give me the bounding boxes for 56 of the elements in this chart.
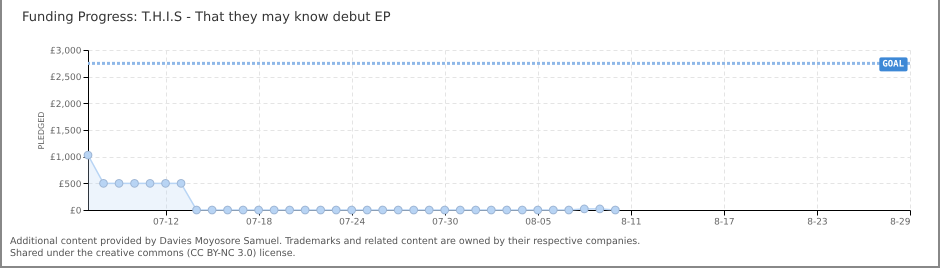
y-tick-label: £2,500 xyxy=(50,73,82,84)
point xyxy=(518,206,527,214)
x-tick-label: 07-12 xyxy=(152,218,180,228)
x-tick-label: 8-11 xyxy=(621,218,642,228)
y-tick-label: £2,000 xyxy=(50,100,82,110)
point xyxy=(208,206,216,214)
x-tick-label: 07-18 xyxy=(246,218,272,228)
x-tick-label: 8-23 xyxy=(807,218,828,228)
point xyxy=(394,206,403,214)
text: Additional content provided by Davies Moyosore Samuel. Trademarks and related content are owned by their respective companies. xyxy=(10,236,640,248)
point xyxy=(347,206,356,214)
point xyxy=(146,178,154,188)
point xyxy=(254,206,263,214)
point xyxy=(595,204,604,214)
point xyxy=(316,206,326,214)
text: Shared under the creative commons (CC BY-NC 3.0) license. xyxy=(10,248,297,260)
point xyxy=(176,178,186,188)
y-tick-label: £1,000 xyxy=(50,153,82,164)
y-axis-title: PLEDGED xyxy=(37,112,46,150)
point xyxy=(486,206,496,214)
x-tick-label: 07-30 xyxy=(432,218,459,228)
point xyxy=(548,206,558,214)
point xyxy=(440,206,450,214)
point xyxy=(238,206,248,214)
point xyxy=(300,206,310,214)
point xyxy=(362,206,372,214)
point xyxy=(610,206,620,214)
chart-title: Funding Progress: T.H.I.S - That they may know debut EP xyxy=(22,10,391,25)
point xyxy=(332,206,341,214)
point xyxy=(378,206,388,214)
x-tick-label: 8-29 xyxy=(890,218,911,228)
y-tick-label: £500 xyxy=(58,180,82,190)
point xyxy=(285,206,294,214)
point xyxy=(409,206,418,214)
point xyxy=(471,206,480,214)
x-tick-label: 08-05 xyxy=(525,218,552,228)
point xyxy=(564,206,574,214)
y-tick-label: £3,000 xyxy=(50,46,82,56)
y-tick-label: £0 xyxy=(70,206,82,216)
point xyxy=(270,206,278,214)
point xyxy=(161,178,170,188)
point xyxy=(223,206,232,214)
x-tick-label: 8-17 xyxy=(714,218,735,228)
point xyxy=(99,178,108,188)
point xyxy=(580,204,589,214)
point xyxy=(84,150,92,160)
point xyxy=(502,206,512,214)
point xyxy=(192,206,201,214)
point xyxy=(114,178,124,188)
point xyxy=(130,178,139,188)
point xyxy=(456,206,465,214)
x-tick-label: 07-24 xyxy=(339,218,366,228)
point xyxy=(424,206,434,214)
point xyxy=(533,206,542,214)
ref-line-label: GOAL xyxy=(882,59,905,70)
y-tick-label: £1,500 xyxy=(50,126,82,136)
